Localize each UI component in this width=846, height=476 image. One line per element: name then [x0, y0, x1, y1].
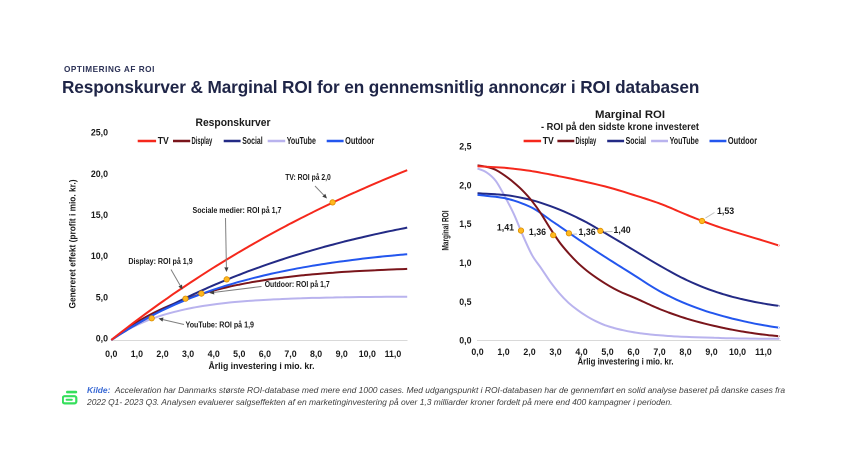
svg-text:Social: Social	[626, 136, 647, 147]
svg-text:1,5: 1,5	[459, 219, 471, 229]
svg-text:10,0: 10,0	[729, 347, 746, 357]
svg-text:Social: Social	[242, 136, 263, 147]
svg-text:YouTube: YouTube	[287, 136, 317, 147]
svg-text:1,0: 1,0	[497, 347, 509, 357]
svg-text:11,0: 11,0	[755, 347, 772, 357]
svg-text:Responskurver: Responskurver	[196, 117, 272, 129]
svg-text:Marginal ROI: Marginal ROI	[441, 211, 451, 251]
svg-text:25,0: 25,0	[91, 128, 108, 138]
svg-text:0,0: 0,0	[459, 336, 471, 346]
svg-text:2,5: 2,5	[459, 142, 471, 152]
svg-text:3,0: 3,0	[182, 349, 194, 359]
svg-text:1,41: 1,41	[497, 223, 514, 233]
svg-text:YouTube: YouTube	[670, 136, 700, 147]
svg-text:5,0: 5,0	[601, 347, 613, 357]
svg-text:0,5: 0,5	[459, 297, 471, 307]
svg-text:1,36: 1,36	[529, 227, 546, 237]
svg-text:TV: ROI på 2,0: TV: ROI på 2,0	[285, 173, 331, 182]
svg-text:9,0: 9,0	[336, 349, 348, 359]
svg-text:3,0: 3,0	[549, 347, 561, 357]
svg-text:TV: TV	[158, 136, 169, 147]
svg-text:YouTube: ROI på 1,9: YouTube: ROI på 1,9	[186, 321, 255, 330]
svg-text:2,0: 2,0	[156, 349, 168, 359]
svg-text:5,0: 5,0	[96, 292, 108, 302]
svg-text:Outdoor: ROI på 1,7: Outdoor: ROI på 1,7	[265, 280, 330, 289]
svg-text:1,0: 1,0	[131, 349, 143, 359]
svg-text:1,53: 1,53	[717, 206, 734, 216]
svg-text:Outdoor: Outdoor	[728, 136, 757, 147]
svg-text:8,0: 8,0	[679, 347, 691, 357]
svg-text:15,0: 15,0	[91, 210, 108, 220]
svg-text:8,0: 8,0	[310, 349, 322, 359]
svg-text:TV: TV	[543, 136, 554, 147]
svg-text:7,0: 7,0	[284, 349, 296, 359]
svg-text:5,0: 5,0	[233, 349, 245, 359]
svg-text:11,0: 11,0	[385, 349, 402, 359]
svg-text:- ROI på den sidste krone inve: - ROI på den sidste krone investeret	[541, 121, 700, 133]
svg-text:20,0: 20,0	[91, 169, 108, 179]
svg-text:2,0: 2,0	[459, 180, 471, 190]
svg-text:6,0: 6,0	[627, 347, 639, 357]
svg-text:7,0: 7,0	[653, 347, 665, 357]
svg-text:1,36: 1,36	[579, 227, 596, 237]
svg-text:10,0: 10,0	[91, 251, 108, 261]
svg-text:Genereret effekt (profit i mio: Genereret effekt (profit i mio. kr.)	[68, 179, 78, 308]
svg-text:Årlig investering i mio. kr.: Årlig investering i mio. kr.	[209, 361, 315, 371]
svg-text:Årlig investering i mio. kr.: Årlig investering i mio. kr.	[578, 357, 674, 367]
svg-text:Display: Display	[576, 136, 597, 147]
svg-text:0,0: 0,0	[471, 347, 483, 357]
svg-text:6,0: 6,0	[259, 349, 271, 359]
svg-text:9,0: 9,0	[705, 347, 717, 357]
svg-text:10,0: 10,0	[359, 349, 376, 359]
svg-text:2,0: 2,0	[523, 347, 535, 357]
svg-text:Display: ROI på 1,9: Display: ROI på 1,9	[128, 257, 193, 266]
svg-text:Marginal ROI: Marginal ROI	[595, 109, 665, 121]
svg-text:4,0: 4,0	[575, 347, 587, 357]
svg-text:Sociale medier: ROI på 1,7: Sociale medier: ROI på 1,7	[193, 206, 282, 215]
svg-text:Display: Display	[192, 136, 213, 147]
svg-text:4,0: 4,0	[208, 349, 220, 359]
svg-text:1,0: 1,0	[459, 258, 471, 268]
svg-text:0,0: 0,0	[105, 349, 117, 359]
svg-text:0,0: 0,0	[96, 334, 108, 344]
svg-text:1,40: 1,40	[614, 225, 631, 235]
svg-text:Outdoor: Outdoor	[345, 136, 374, 147]
